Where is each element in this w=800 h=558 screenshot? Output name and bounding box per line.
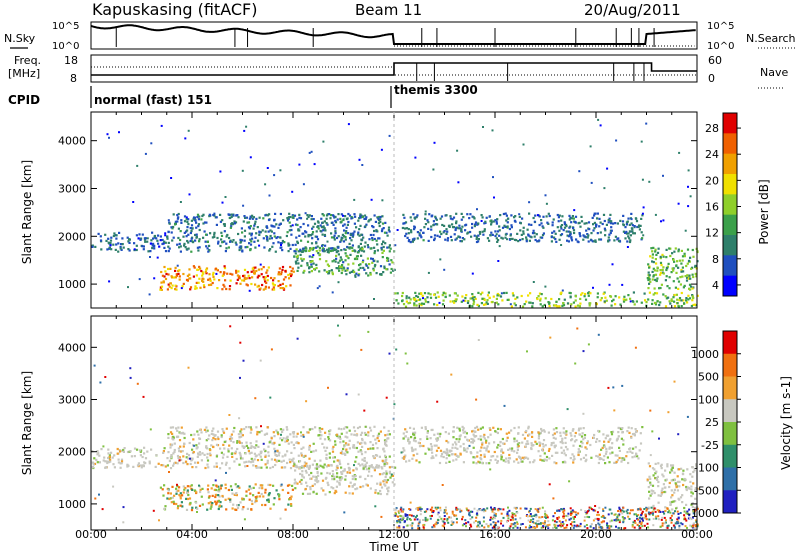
- colorbar-tick-label: 24: [705, 148, 719, 161]
- colorbar-tick-label: 28: [705, 122, 719, 135]
- colorbar-tick-label: -25: [701, 439, 719, 452]
- colorbar-tick-label: 20: [705, 174, 719, 187]
- freq-tick-top: 18: [64, 54, 78, 67]
- colorbar-tick-label: 25: [705, 416, 719, 429]
- range-tick-label: 3000: [58, 182, 86, 195]
- nsky-tick-bottom: 10^0: [52, 41, 79, 52]
- colorbar-tick-label: 500: [698, 371, 719, 384]
- beam-title: Beam 11: [355, 1, 422, 19]
- freq-tick-bottom: 8: [70, 72, 77, 85]
- time-tick-label: 04:00: [176, 528, 208, 541]
- velocity-colorbar-label: Velocity [m s-1]: [779, 376, 793, 470]
- time-tick-label: 20:00: [580, 528, 612, 541]
- colorbar-tick-label: 1000: [691, 348, 719, 361]
- nave-tick-top: 60: [708, 54, 722, 67]
- range-tick-label: 4000: [58, 341, 86, 354]
- colorbar-tick-label: -100: [694, 462, 719, 475]
- colorbar-tick-label: 8: [712, 253, 719, 266]
- colorbar-tick-label: 12: [705, 227, 719, 240]
- time-tick-label: 08:00: [277, 528, 309, 541]
- nave-label: Nave: [760, 66, 788, 79]
- range-tick-label: 2000: [58, 446, 86, 459]
- colorbar-tick-label: -1000: [687, 507, 719, 520]
- time-tick-label: 00:00: [75, 528, 107, 541]
- range-tick-label: 4000: [58, 135, 86, 148]
- power-data: [91, 119, 698, 308]
- velocity-ylabel: Slant Range [km]: [20, 371, 34, 475]
- velocity-data: [91, 325, 699, 530]
- power-ylabel: Slant Range [km]: [20, 160, 34, 264]
- freq-label-1: Freq.: [14, 54, 41, 67]
- colorbar-tick-label: -500: [694, 484, 719, 497]
- colorbar-tick-label: 4: [712, 279, 719, 292]
- station-title: Kapuskasing (fitACF): [92, 0, 257, 19]
- velocity-colorbar: 1000 500 100 25 -25 -100 -500 -1000: [687, 331, 741, 520]
- velocity-axes: 1000 2000 3000 4000: [58, 316, 697, 530]
- nsky-tick-top: 10^5: [52, 21, 79, 32]
- time-tick-label: 00:00: [681, 528, 713, 541]
- time-tick-label: 16:00: [479, 528, 511, 541]
- range-tick-label: 1000: [58, 278, 86, 291]
- cpid-label: CPID: [8, 93, 40, 107]
- nsearch-tick-bottom: 10^0: [707, 41, 734, 52]
- power-colorbar: 28 24 20 16 12 8 4: [705, 113, 741, 297]
- nsky-label: N.Sky: [4, 32, 36, 45]
- nsky-trace: [91, 25, 696, 47]
- range-tick-label: 1000: [58, 498, 86, 511]
- nsearch-tick-top: 10^5: [707, 21, 734, 32]
- cpid-segment-2: themis 3300: [394, 83, 478, 97]
- x-axis-title: Time UT: [368, 540, 419, 554]
- colorbar-tick-label: 16: [705, 201, 719, 214]
- power-colorbar-label: Power [dB]: [757, 179, 771, 244]
- range-tick-label: 2000: [58, 230, 86, 243]
- freq-trace: [91, 63, 697, 81]
- colorbar-tick-label: 100: [698, 393, 719, 406]
- date-title: 20/Aug/2011: [584, 1, 681, 19]
- range-tick-label: 3000: [58, 394, 86, 407]
- nsearch-label: N.Search: [746, 32, 796, 45]
- cpid-segment-1: normal (fast) 151: [94, 93, 212, 107]
- nave-tick-bottom: 0: [708, 72, 715, 85]
- freq-label-2: [MHz]: [8, 67, 40, 80]
